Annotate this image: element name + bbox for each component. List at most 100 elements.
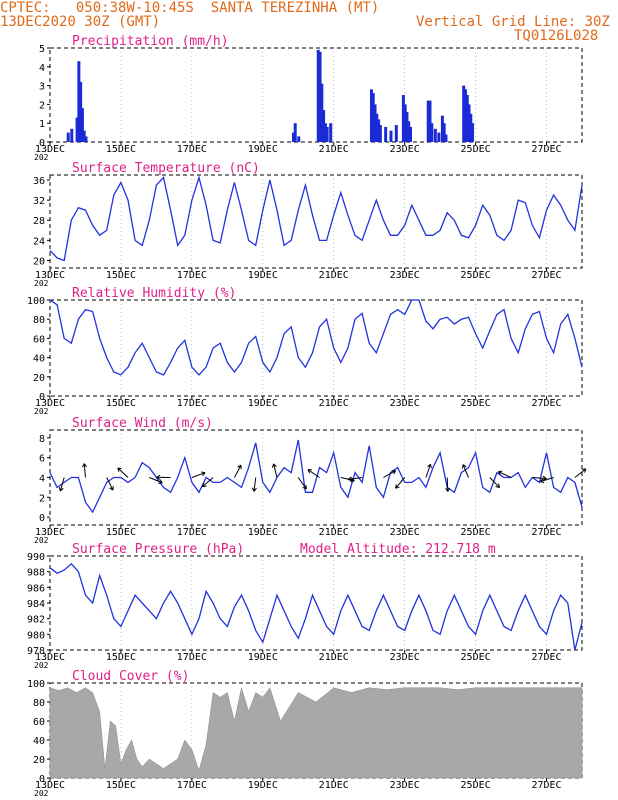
wind-xtick-label: 23DEC: [390, 527, 420, 538]
wind-arrow-head: [427, 463, 432, 469]
wind-title: Surface Wind (m/s): [72, 416, 213, 431]
pressure-xtick-label: 15DEC: [106, 652, 136, 663]
wind-arrow-head: [445, 487, 451, 492]
cloud-xtick-label: 27DEC: [531, 780, 561, 791]
precip-bar: [291, 132, 295, 142]
temp-xtick-label: 19DEC: [248, 270, 278, 281]
temp-xtick-label: 17DEC: [177, 270, 207, 281]
pressure-xtick-label: 19DEC: [248, 652, 278, 663]
rh-xtick-label: 21DEC: [319, 398, 349, 409]
pressure-year-label: 202: [34, 661, 49, 670]
wind-arrow: [202, 477, 214, 488]
wind-xtick-label: 15DEC: [106, 527, 136, 538]
rh-ytick-label: 100: [27, 296, 45, 307]
cloud-title: Cloud Cover (%): [72, 669, 189, 684]
precip-bar: [378, 125, 382, 142]
cloud-year-label: 202: [34, 789, 49, 798]
precip-ytick-label: 4: [39, 63, 45, 74]
precip-bar: [66, 132, 70, 142]
wind-arrow-head: [302, 484, 307, 490]
rh-xtick-label: 19DEC: [248, 398, 278, 409]
cloud-ytick-label: 20: [33, 755, 45, 766]
wind-panel: [47, 429, 587, 528]
precip-xtick-label: 19DEC: [248, 144, 278, 155]
precip-xtick-label: 13DEC: [35, 144, 65, 155]
wind-arrow-head: [158, 479, 163, 484]
wind-arrow-head: [201, 471, 206, 477]
precip-bar: [318, 51, 322, 143]
pressure-ytick-label: 980: [27, 630, 45, 641]
pressure-panel: [47, 555, 583, 653]
pressure-subtitle: Model Altitude: 212.718 m: [300, 542, 496, 557]
wind-arrow-head: [251, 487, 257, 492]
wind-ytick-label: 0: [39, 513, 45, 524]
cloud-xtick-label: 15DEC: [106, 780, 136, 791]
temp-frame: [49, 174, 583, 269]
precip-bar: [430, 123, 434, 142]
cloud-xtick-label: 17DEC: [177, 780, 207, 791]
wind-arrow: [462, 464, 469, 478]
precip-bar: [377, 119, 381, 142]
temp-year-label: 202: [34, 279, 49, 288]
rh-ytick-label: 40: [33, 354, 45, 365]
precip-bar: [403, 104, 407, 142]
wind-ytick-label: 8: [39, 434, 45, 445]
temp-panel: [47, 174, 583, 271]
wind-arrow: [149, 477, 163, 484]
wind-arrow: [233, 464, 242, 478]
cloud-xtick-label: 23DEC: [390, 780, 420, 791]
precip-bar: [84, 136, 88, 142]
precip-bar: [323, 123, 327, 142]
wind-arrow-head: [307, 469, 312, 474]
precip-bar: [80, 108, 84, 142]
temp-xtick-label: 15DEC: [106, 270, 136, 281]
precip-bar: [297, 136, 301, 142]
wind-arrow-head: [82, 463, 88, 468]
precip-frame: [49, 47, 583, 143]
wind-ytick-label: 6: [39, 454, 45, 465]
precip-ytick-label: 5: [39, 44, 45, 55]
cloud-xtick-label: 25DEC: [461, 780, 491, 791]
temp-xtick-label: 21DEC: [319, 270, 349, 281]
precip-bar: [322, 110, 326, 142]
wind-year-label: 202: [34, 536, 49, 545]
wind-arrow-head: [237, 464, 242, 470]
wind-xtick-label: 27DEC: [531, 527, 561, 538]
pressure-ytick-label: 986: [27, 583, 45, 594]
precip-bar: [82, 130, 86, 142]
precip-year-label: 202: [34, 153, 49, 162]
wind-arrow-head: [109, 486, 114, 491]
pressure-series-line: [49, 562, 583, 651]
wind-arrow: [106, 477, 114, 491]
rh-xtick-label: 25DEC: [461, 398, 491, 409]
precip-xtick-label: 15DEC: [106, 144, 136, 155]
rh-ytick-label: 20: [33, 373, 45, 384]
wind-arrow: [383, 470, 396, 478]
precip-bar: [469, 113, 473, 142]
precip-bar: [408, 126, 412, 142]
wind-arrow-head: [117, 467, 122, 472]
rh-xtick-label: 15DEC: [106, 398, 136, 409]
precip-bar: [77, 61, 81, 142]
temp-xtick-label: 23DEC: [390, 270, 420, 281]
wind-arrow: [540, 477, 554, 483]
precip-bar: [329, 123, 333, 142]
precip-xtick-label: 21DEC: [319, 144, 349, 155]
wind-arrow: [117, 467, 129, 478]
temp-xtick-label: 27DEC: [531, 270, 561, 281]
precip-bar: [426, 100, 430, 142]
precip-bar: [428, 100, 432, 142]
precip-title: Precipitation (mm/h): [72, 34, 229, 49]
precip-bar: [442, 123, 446, 142]
wind-ytick-label: 2: [39, 493, 45, 504]
rh-ytick-label: 80: [33, 315, 45, 326]
rh-panel: [47, 299, 583, 399]
wind-series-line: [49, 439, 583, 514]
precip-bar: [440, 115, 444, 142]
pressure-xtick-label: 27DEC: [531, 652, 561, 663]
rh-xtick-label: 27DEC: [531, 398, 561, 409]
vertical-grid-label: Vertical Grid Line: 30Z: [416, 14, 610, 30]
wind-arrow: [395, 477, 406, 489]
pressure-xtick-label: 13DEC: [35, 652, 65, 663]
precip-bar: [325, 126, 329, 142]
